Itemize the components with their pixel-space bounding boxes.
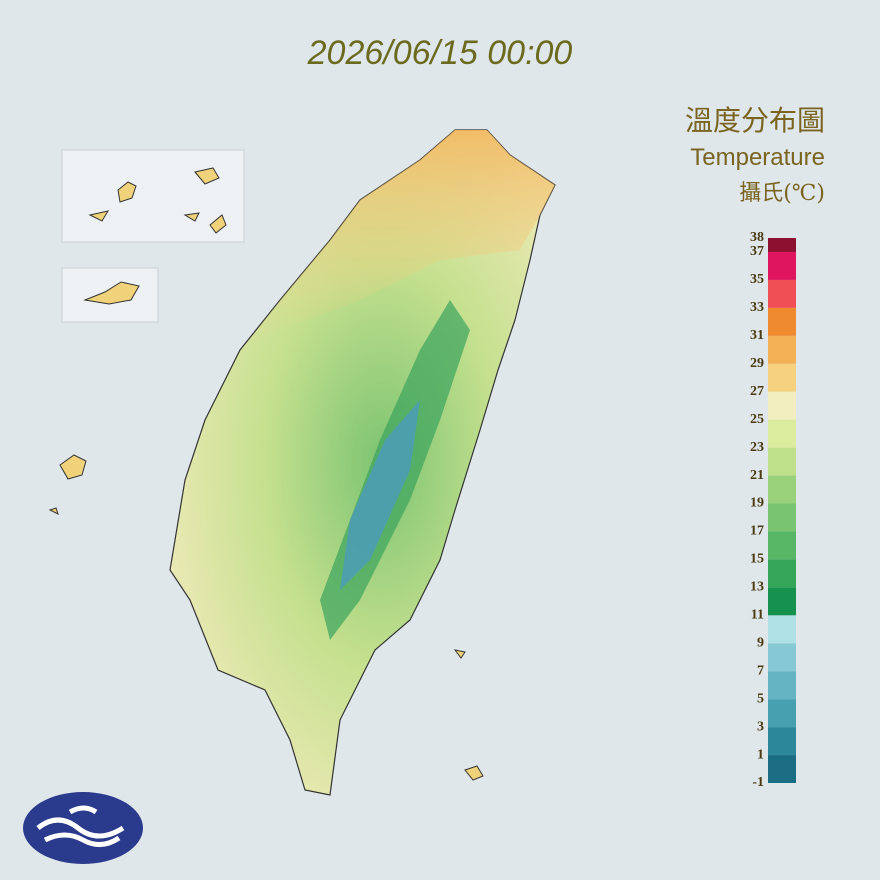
legend-tick-label: 17 [750, 524, 764, 539]
legend-band [768, 559, 796, 588]
legend-band [768, 643, 796, 672]
legend-tick-label: 33 [750, 300, 764, 315]
unit: 攝氏(℃) [739, 181, 825, 206]
legend-tick-label: 9 [757, 635, 764, 650]
legend-tick-label: 7 [757, 663, 764, 678]
legend-band [768, 251, 796, 280]
legend-tick-label: 13 [750, 580, 764, 595]
legend-tick-label: 38 [750, 230, 764, 245]
legend-tick-label: 29 [750, 356, 764, 371]
legend-band [768, 727, 796, 756]
legend-band [768, 279, 796, 308]
taiwan [169, 129, 556, 796]
legend-band [768, 587, 796, 616]
islands [48, 454, 484, 781]
legend-band [768, 447, 796, 476]
legend-band [768, 615, 796, 644]
legend-tick-label: 25 [750, 412, 764, 427]
legend-tick-label: 3 [757, 719, 764, 734]
legend-band [768, 671, 796, 700]
legend-band [768, 755, 796, 783]
legend-band [768, 475, 796, 504]
legend-tick-label: 37 [750, 244, 764, 259]
legend-band [768, 419, 796, 448]
legend-tick-label: 1 [757, 747, 764, 762]
legend-band [768, 503, 796, 532]
legend-tick-label: 27 [750, 384, 764, 399]
legend-band [768, 699, 796, 728]
legend-band [768, 335, 796, 364]
logo [23, 792, 143, 864]
legend-tick-label: 11 [751, 608, 764, 623]
legend-tick-label: 23 [750, 440, 764, 455]
peak [340, 400, 420, 590]
legend-band [768, 531, 796, 560]
legend-tick-label: -1 [752, 775, 764, 790]
subtitle: Temperature [690, 144, 825, 171]
legend-band [768, 363, 796, 392]
inset-islands [83, 167, 227, 305]
legend-tick-label: 21 [750, 468, 764, 483]
legend-tick-label: 15 [750, 552, 764, 567]
legend-band [768, 307, 796, 336]
legend-tick-label: 19 [750, 496, 764, 511]
legend-tick-label: 5 [757, 691, 764, 706]
timestamp: 2026/06/15 00:00 [307, 34, 573, 72]
legend-tick-label: 31 [750, 328, 764, 343]
title: 溫度分布圖 [685, 104, 825, 137]
logo-mark [36, 805, 125, 847]
legend-tick-label: 35 [750, 272, 764, 287]
legend-band [768, 238, 796, 252]
north-warm [240, 130, 555, 350]
legend-band [768, 391, 796, 420]
